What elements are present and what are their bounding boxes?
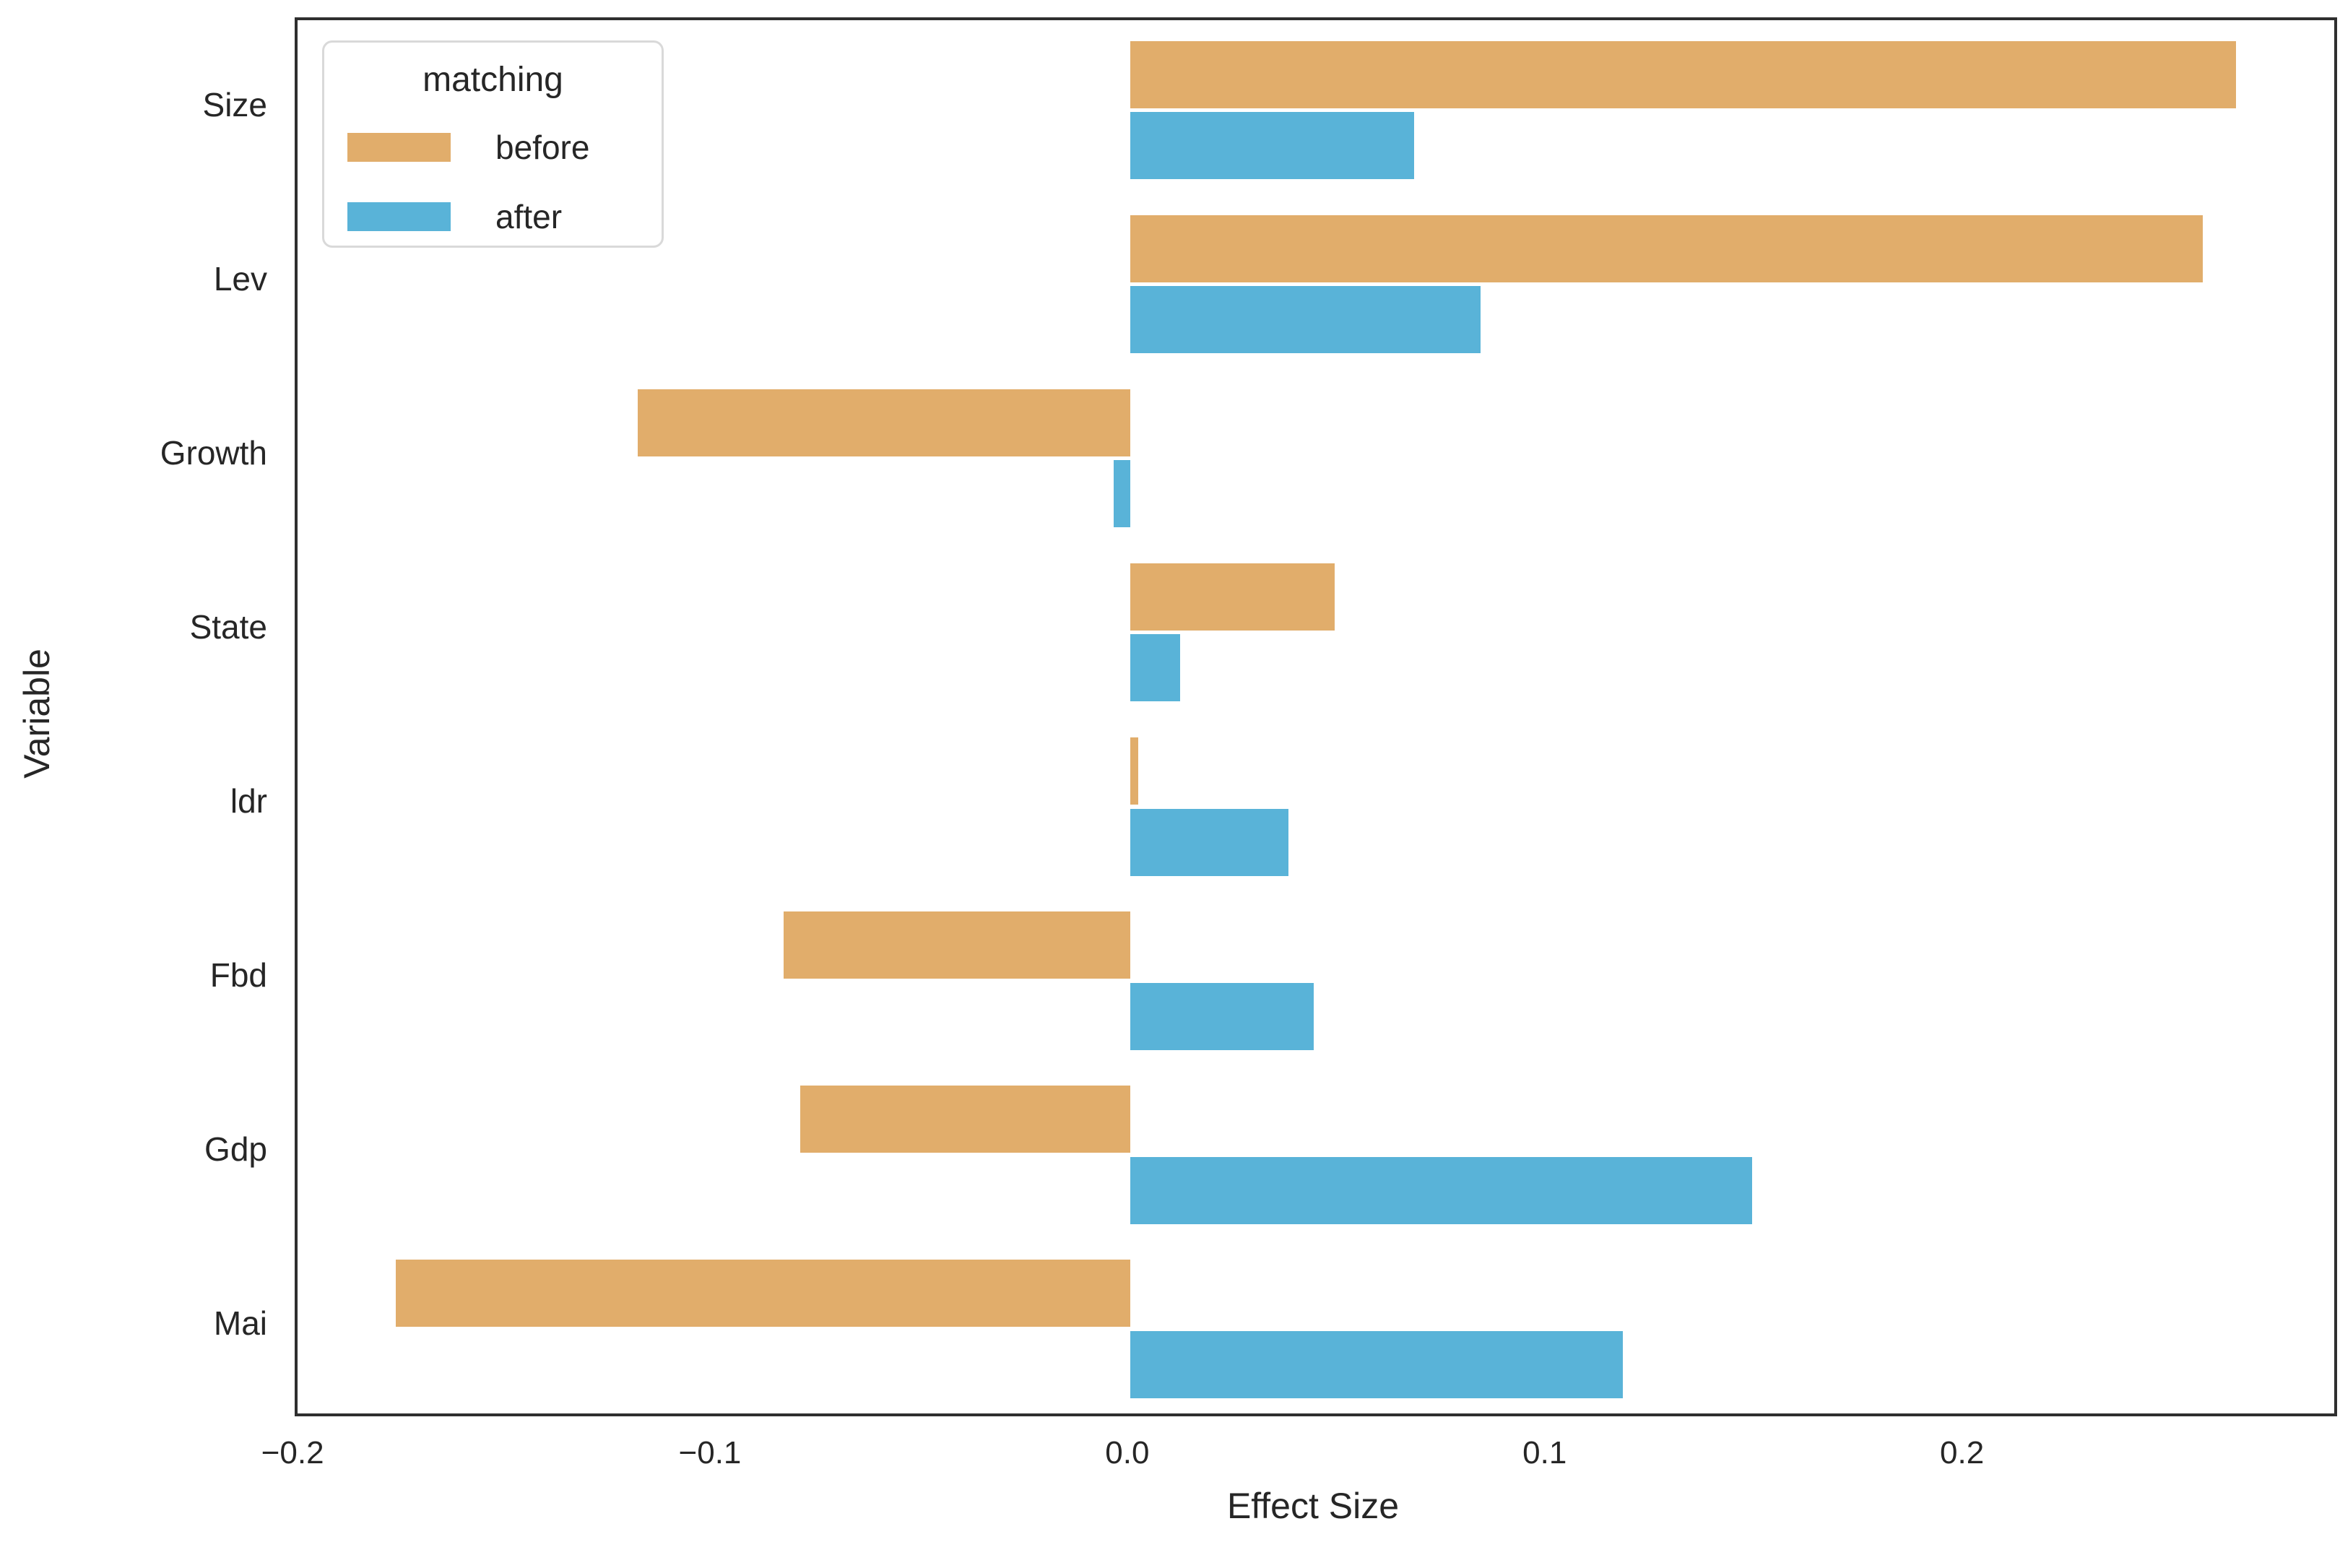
x-tick-label--0.1: −0.1	[678, 1435, 742, 1470]
bar-size-before	[1130, 40, 2237, 108]
bar-gdp-after	[1130, 1156, 1752, 1224]
category-label-gdp: Gdp	[204, 1130, 267, 1169]
legend-entry-before: before	[347, 131, 662, 164]
x-tick-label-0.2: 0.2	[1939, 1435, 1985, 1470]
bar-size-after	[1130, 112, 1414, 179]
bar-lev-after	[1130, 286, 1481, 354]
bar-mai-after	[1130, 1330, 1623, 1398]
category-label-lev: Lev	[213, 259, 267, 298]
x-tick-label-0: 0.0	[1105, 1435, 1150, 1470]
category-label-mai: Mai	[213, 1304, 267, 1343]
legend-title: matching	[422, 61, 563, 99]
category-label-state: State	[189, 607, 267, 646]
legend-label-after: after	[495, 198, 563, 235]
legend-swatch-before-icon	[347, 133, 451, 162]
x-tick-label--0.2: −0.2	[261, 1435, 324, 1470]
bar-state-after	[1130, 634, 1181, 702]
bar-fbd-before	[784, 911, 1130, 979]
bar-lev-before	[1130, 215, 2203, 282]
bar-growth-after	[1113, 460, 1130, 528]
x-tick-label-0.1: 0.1	[1522, 1435, 1567, 1470]
y-axis-title: Variable	[17, 649, 57, 779]
x-axis-title: Effect Size	[1226, 1486, 1400, 1526]
legend-entry-after: after	[347, 200, 662, 233]
bar-gdp-before	[800, 1086, 1130, 1153]
bar-mai-before	[395, 1260, 1130, 1327]
legend: matching before after	[322, 40, 664, 248]
category-label-ldr: ldr	[230, 782, 267, 820]
bar-growth-before	[637, 389, 1130, 456]
bar-fbd-after	[1130, 982, 1314, 1050]
bar-ldr-after	[1130, 808, 1289, 876]
category-label-fbd: Fbd	[209, 956, 267, 995]
category-label-size: Size	[202, 85, 267, 124]
category-label-growth: Growth	[160, 433, 267, 472]
legend-swatch-after-icon	[347, 202, 451, 231]
legend-label-before: before	[495, 129, 590, 166]
bar-state-before	[1130, 563, 1335, 631]
bar-ldr-before	[1130, 737, 1139, 805]
plot-area	[295, 17, 2337, 1416]
